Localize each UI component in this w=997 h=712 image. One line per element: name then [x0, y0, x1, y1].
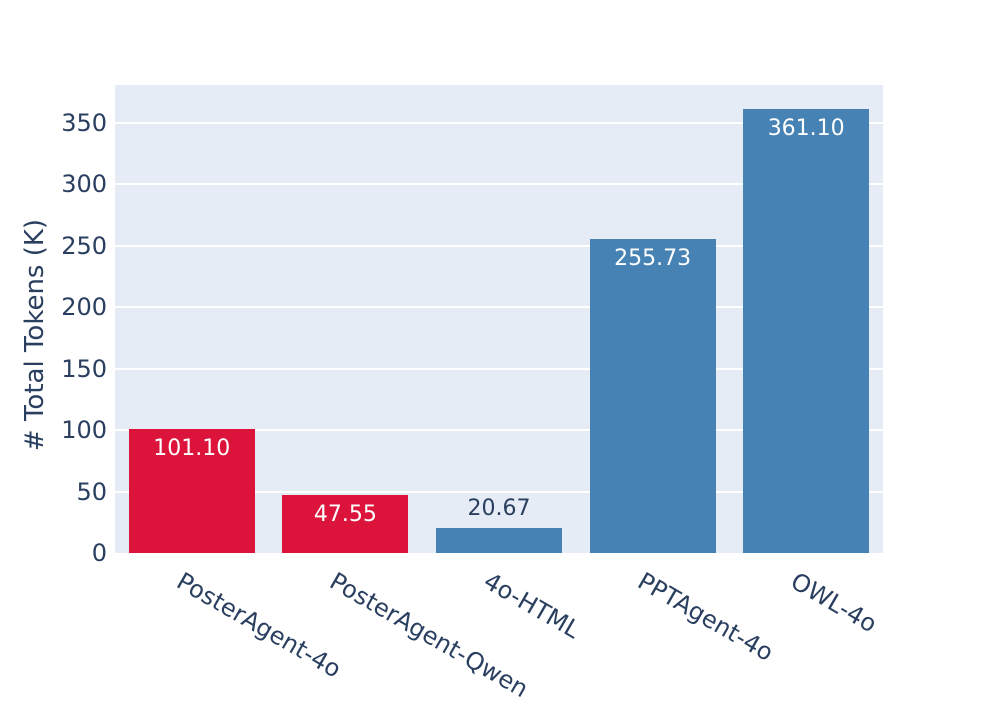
bar-value-label: 361.10 — [767, 116, 845, 142]
bar-value-label: 47.55 — [313, 501, 377, 527]
bar-value-label: 255.73 — [614, 245, 692, 271]
y-tick-label: 100 — [61, 416, 107, 445]
bar-PosterAgent-Qwen — [282, 494, 409, 553]
y-tick-label: 150 — [61, 354, 107, 383]
y-tick-label: 0 — [91, 539, 107, 567]
y-tick-label: 250 — [61, 231, 107, 260]
x-tick-label: OWL-4o — [786, 567, 882, 639]
x-tick-label: PosterAgent-4o — [171, 567, 346, 684]
plot-area: 101.10 47.55 20.67 255.73 361.10 — [115, 85, 883, 553]
y-grid-line — [115, 367, 883, 370]
y-grid-line — [115, 183, 883, 186]
y-grid-line — [115, 244, 883, 247]
bar-value-label: 101.10 — [153, 435, 231, 461]
bar-PosterAgent-4o — [128, 428, 255, 553]
y-tick-label: 50 — [76, 477, 107, 506]
x-tick-label: PPTAgent-4o — [632, 567, 778, 667]
y-tick-label: 350 — [61, 109, 107, 138]
y-tick-label: 300 — [61, 170, 107, 199]
y-grid-line — [115, 429, 883, 432]
bar-value-label: 20.67 — [467, 495, 531, 521]
y-grid-line — [115, 122, 883, 125]
x-tick-label: 4o-HTML — [479, 567, 585, 645]
bar-4o-HTML — [436, 527, 562, 553]
y-tick-label: 200 — [61, 293, 107, 322]
y-grid-line — [115, 490, 883, 493]
y-grid-line — [115, 306, 883, 309]
bar-PPTAgent-4o — [589, 238, 716, 553]
bar-OWL-4o — [743, 109, 870, 553]
